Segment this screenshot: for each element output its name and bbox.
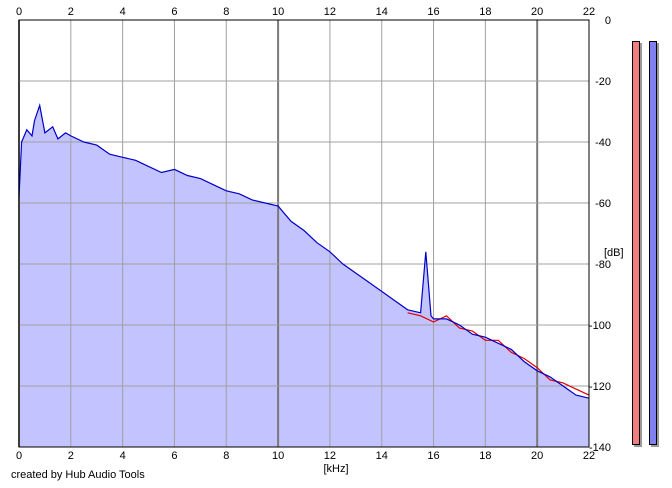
- x-tick-label-top: 4: [120, 6, 126, 18]
- x-tick-label-bottom: 14: [376, 450, 388, 462]
- x-tick-label-bottom: 10: [272, 450, 284, 462]
- x-tick-label-top: 0: [16, 6, 22, 18]
- x-tick-label-top: 12: [324, 6, 336, 18]
- area-fill: [19, 105, 589, 448]
- tick-labels: 002244668810101212141416161818202022220-…: [16, 6, 611, 462]
- x-tick-label-top: 22: [583, 6, 595, 18]
- x-tick-label-bottom: 20: [531, 450, 543, 462]
- x-tick-label-top: 8: [223, 6, 229, 18]
- y-axis-label: [dB]: [604, 247, 624, 259]
- y-tick-label: -140: [589, 442, 611, 454]
- x-tick-label-bottom: 6: [171, 450, 177, 462]
- x-tick-label-top: 14: [376, 6, 388, 18]
- y-tick-label: 0: [605, 15, 611, 27]
- x-axis-label: [kHz]: [323, 463, 348, 475]
- x-tick-label-bottom: 0: [16, 450, 22, 462]
- spectrum-area: [19, 105, 589, 448]
- series-line: [407, 312, 590, 396]
- x-tick-label-bottom: 2: [68, 450, 74, 462]
- x-tick-label-bottom: 12: [324, 450, 336, 462]
- y-tick-label: -60: [595, 198, 611, 210]
- y-tick-label: -40: [595, 137, 611, 149]
- y-tick-label: -120: [589, 381, 611, 393]
- x-tick-label-bottom: 22: [583, 450, 595, 462]
- x-tick-label-top: 18: [479, 6, 491, 18]
- plot-frame: [18, 19, 590, 448]
- x-tick-label-top: 6: [171, 6, 177, 18]
- x-tick-label-top: 20: [531, 6, 543, 18]
- series-line: [18, 103, 590, 399]
- level-meter-left: [632, 41, 640, 445]
- series-lines: [18, 103, 590, 399]
- x-tick-label-top: 16: [427, 6, 439, 18]
- y-tick-label: -80: [595, 259, 611, 271]
- x-tick-label-bottom: 4: [120, 450, 126, 462]
- credit-text: created by Hub Audio Tools: [11, 469, 145, 481]
- x-tick-label-bottom: 18: [479, 450, 491, 462]
- y-tick-label: -20: [595, 76, 611, 88]
- y-tick-label: -100: [589, 320, 611, 332]
- x-tick-label-top: 2: [68, 6, 74, 18]
- x-tick-label-top: 10: [272, 6, 284, 18]
- x-tick-label-bottom: 16: [427, 450, 439, 462]
- x-tick-label-bottom: 8: [223, 450, 229, 462]
- level-meter-right: [649, 41, 657, 445]
